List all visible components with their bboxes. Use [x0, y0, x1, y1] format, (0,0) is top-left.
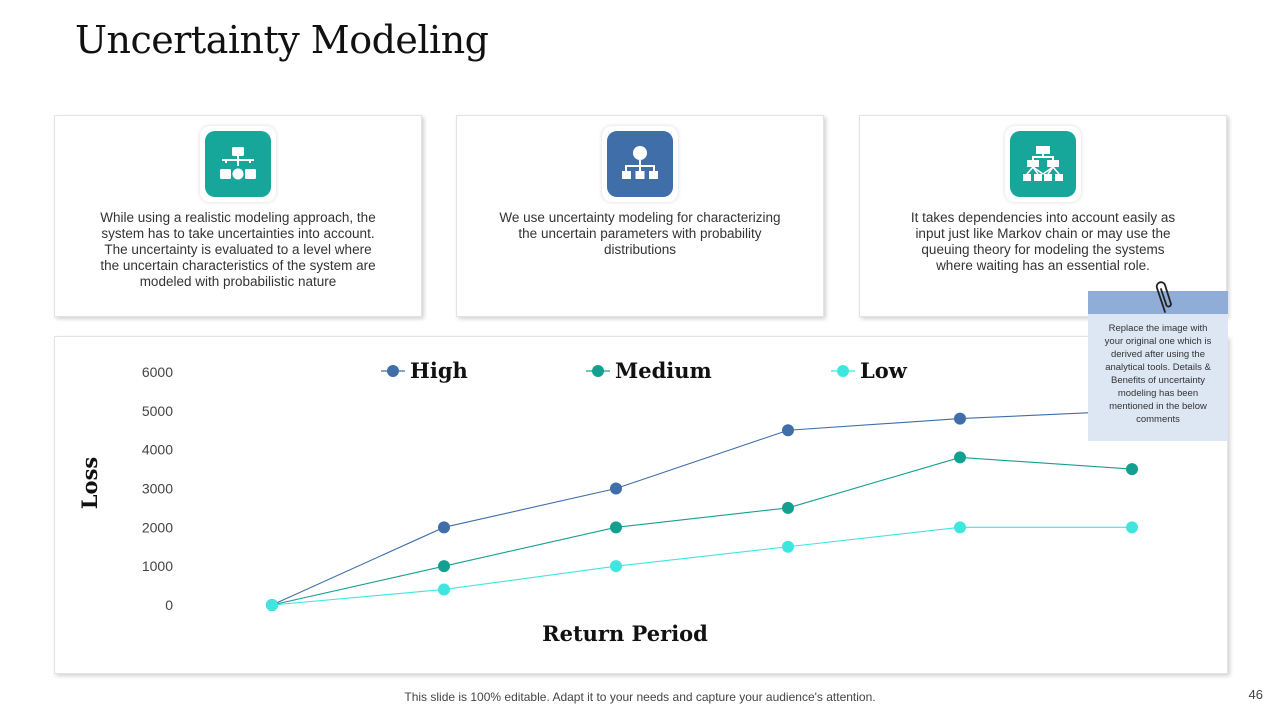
data-point	[954, 521, 966, 534]
y-tick-label: 5000	[142, 403, 173, 419]
card-description: It takes dependencies into account easil…	[910, 210, 1176, 273]
info-card-2: We use uncertainty modeling for characte…	[456, 115, 824, 317]
data-point	[438, 521, 450, 534]
legend-label: Medium	[615, 358, 712, 383]
data-point	[610, 560, 622, 573]
legend-marker	[592, 365, 604, 377]
series-line	[271, 410, 1133, 606]
card-icon-frame	[200, 126, 276, 202]
y-tick-label: 4000	[142, 442, 173, 458]
legend-label: High	[410, 358, 468, 383]
data-point	[438, 583, 450, 596]
legend-marker	[837, 365, 849, 377]
series-line	[271, 526, 1132, 606]
y-tick-label: 1000	[142, 558, 173, 574]
sticky-note-body	[1088, 314, 1228, 441]
org-tree-icon	[1010, 131, 1076, 197]
y-axis-label: Loss	[77, 457, 102, 509]
legend-marker	[387, 365, 399, 377]
data-point	[1126, 463, 1138, 476]
data-point	[782, 424, 794, 437]
y-tick-label: 0	[165, 597, 173, 613]
paperclip-icon	[1155, 281, 1172, 313]
series-line	[271, 456, 1133, 606]
sticky-note: Replace the image with your original one…	[1088, 291, 1228, 441]
x-axis-label: Return Period	[542, 621, 708, 646]
card-icon-frame	[1005, 126, 1081, 202]
legend-label: Low	[860, 358, 908, 383]
data-point	[782, 540, 794, 553]
data-point	[610, 521, 622, 534]
data-point	[438, 560, 450, 573]
page-number: 46	[1248, 687, 1263, 702]
flowchart-icon	[205, 131, 271, 197]
slide-title: Uncertainty Modeling	[75, 18, 489, 62]
sticky-note-header	[1088, 291, 1228, 314]
y-tick-label: 2000	[142, 519, 173, 535]
info-card-3: It takes dependencies into account easil…	[859, 115, 1227, 317]
info-card-1: While using a realistic modeling approac…	[54, 115, 422, 317]
data-point	[266, 599, 278, 611]
data-point	[610, 482, 622, 495]
card-description: We use uncertainty modeling for characte…	[499, 210, 781, 257]
line-chart: 0 1000 2000 3000 4000 5000 6000 Loss Return Peri…	[77, 358, 1138, 646]
sticky-note-text: Replace the image with your original one…	[1104, 323, 1212, 425]
hierarchy-icon	[607, 131, 673, 197]
y-tick-label: 6000	[142, 364, 173, 380]
card-icon-frame	[602, 126, 678, 202]
data-point	[954, 412, 966, 425]
y-tick-label: 3000	[142, 481, 173, 497]
data-point	[782, 501, 794, 514]
card-description: While using a realistic modeling approac…	[100, 210, 376, 289]
footer-text: This slide is 100% editable. Adapt it to…	[404, 690, 876, 704]
data-point	[1126, 521, 1138, 534]
data-point	[954, 451, 966, 464]
chart-panel: 0 1000 2000 3000 4000 5000 6000 Loss Return Peri…	[54, 336, 1228, 674]
